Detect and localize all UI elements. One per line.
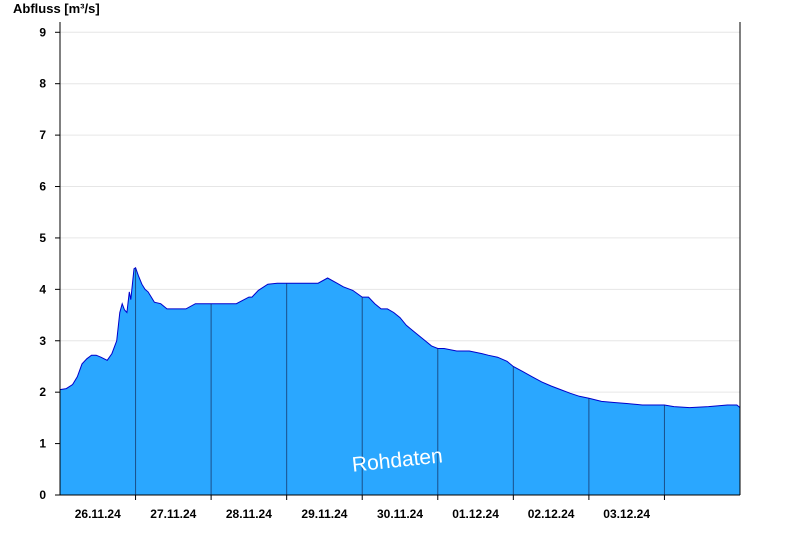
y-tick-label: 7 bbox=[39, 128, 46, 142]
x-tick-label: 26.11.24 bbox=[75, 507, 121, 521]
x-tick-label: 28.11.24 bbox=[226, 507, 272, 521]
y-axis-label: Abfluss [m³/s] bbox=[13, 1, 100, 16]
day-boundary-lines bbox=[135, 267, 665, 495]
y-tick-label: 9 bbox=[39, 25, 46, 39]
x-tick-label: 30.11.24 bbox=[377, 507, 423, 521]
y-tick-label: 5 bbox=[39, 231, 46, 245]
y-tick-label: 4 bbox=[39, 282, 46, 296]
axes bbox=[55, 22, 741, 500]
y-tick-labels: 0 1 2 3 4 5 6 7 8 9 bbox=[39, 25, 46, 502]
x-tick-label: 03.12.24 bbox=[603, 507, 650, 521]
x-tick-label: 01.12.24 bbox=[452, 507, 499, 521]
y-tick-label: 8 bbox=[39, 77, 46, 91]
x-tick-label: 27.11.24 bbox=[150, 507, 196, 521]
discharge-area bbox=[60, 267, 740, 495]
y-tick-label: 1 bbox=[39, 437, 46, 451]
y-tick-label: 2 bbox=[39, 385, 46, 399]
y-tick-label: 0 bbox=[39, 488, 46, 502]
x-tick-labels: 26.11.24 27.11.24 28.11.24 29.11.24 30.11.24… bbox=[75, 507, 651, 521]
y-tick-label: 3 bbox=[39, 334, 46, 348]
x-tick-label: 29.11.24 bbox=[301, 507, 347, 521]
y-tick-label: 6 bbox=[39, 180, 46, 194]
x-tick-label: 02.12.24 bbox=[528, 507, 575, 521]
discharge-line bbox=[59, 267, 741, 409]
